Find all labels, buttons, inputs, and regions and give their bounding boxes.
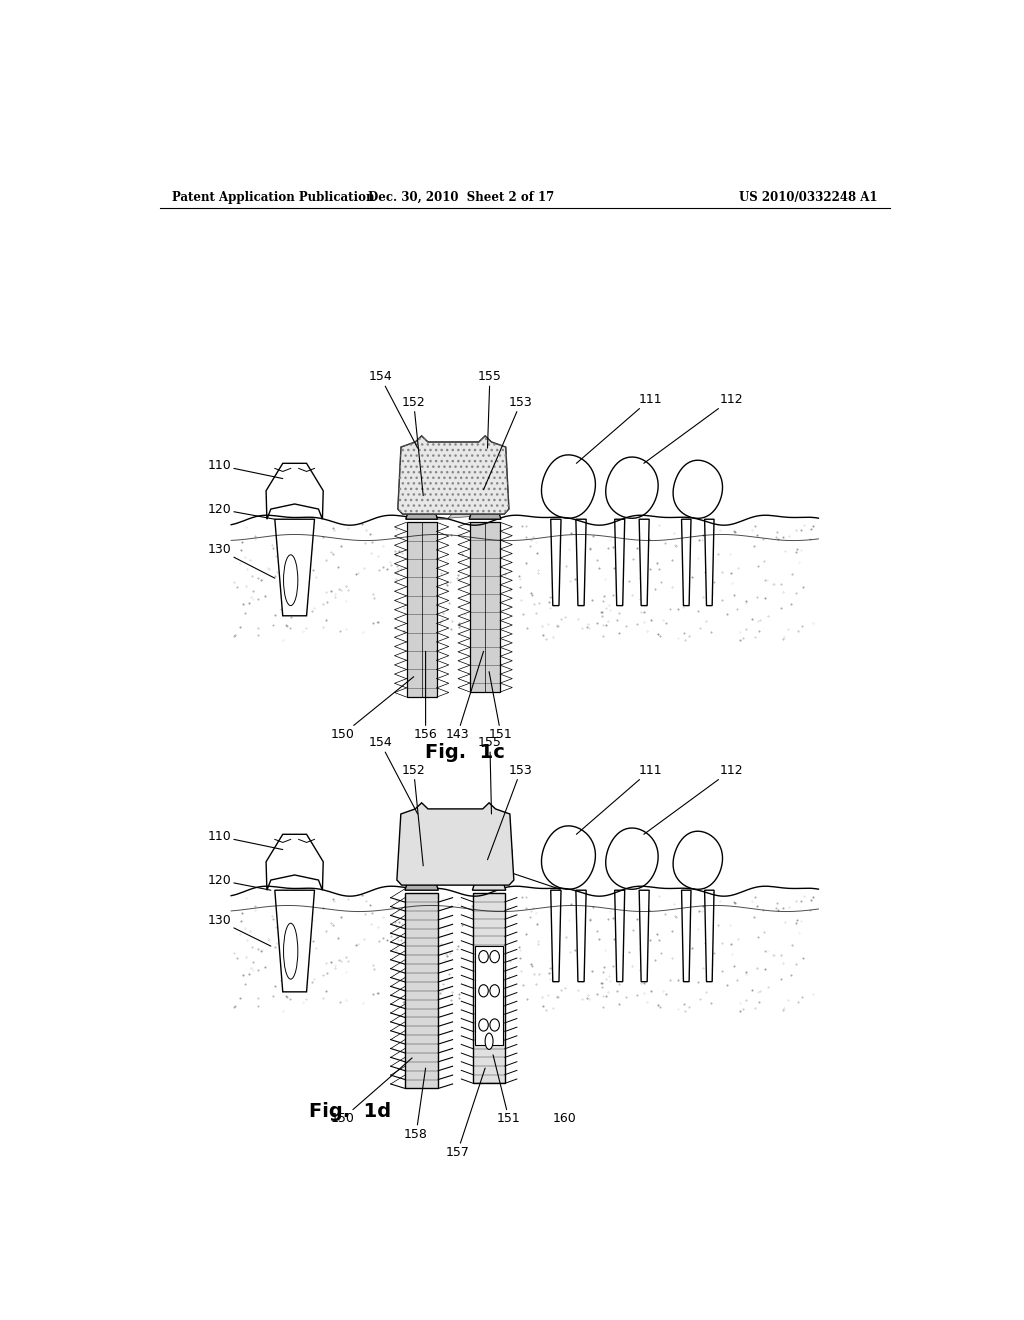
Ellipse shape (485, 1034, 494, 1049)
Text: 157: 157 (445, 1068, 485, 1159)
Text: 151: 151 (494, 1055, 521, 1126)
Text: 152: 152 (401, 764, 426, 866)
Text: 143: 143 (445, 651, 483, 742)
Polygon shape (606, 828, 658, 890)
Text: 111: 111 (577, 764, 662, 834)
Polygon shape (397, 436, 509, 515)
Text: Fig.  1d: Fig. 1d (309, 1102, 391, 1121)
Polygon shape (274, 890, 314, 991)
Text: 110: 110 (208, 830, 283, 850)
Text: 112: 112 (644, 764, 743, 834)
Text: Fig.  1c: Fig. 1c (425, 743, 505, 763)
Text: 153: 153 (483, 396, 532, 490)
Text: 158: 158 (404, 1068, 428, 1140)
Text: 120: 120 (208, 503, 274, 519)
Polygon shape (639, 519, 649, 606)
Bar (475, 946, 504, 1045)
Ellipse shape (284, 554, 298, 606)
Polygon shape (469, 461, 501, 519)
Bar (413, 466, 430, 492)
Polygon shape (551, 890, 561, 982)
Polygon shape (639, 890, 649, 982)
Text: 152: 152 (401, 396, 426, 495)
Polygon shape (705, 519, 714, 606)
Bar (413, 836, 431, 863)
Text: 155: 155 (478, 371, 502, 447)
Text: 150: 150 (331, 677, 414, 742)
Circle shape (479, 950, 488, 962)
Polygon shape (404, 829, 438, 890)
Polygon shape (434, 483, 503, 519)
Bar (480, 836, 499, 863)
Circle shape (489, 1019, 500, 1031)
Text: 130: 130 (208, 544, 274, 578)
Bar (476, 466, 494, 492)
Polygon shape (266, 834, 324, 890)
Text: 110: 110 (208, 459, 283, 479)
Text: 120: 120 (208, 874, 270, 890)
Polygon shape (397, 803, 514, 886)
Text: 112: 112 (644, 393, 743, 463)
Polygon shape (575, 890, 586, 982)
Text: 130: 130 (208, 915, 270, 946)
Polygon shape (606, 457, 658, 519)
Polygon shape (673, 832, 723, 890)
Circle shape (479, 1019, 488, 1031)
Circle shape (489, 950, 500, 962)
Polygon shape (542, 455, 595, 519)
Text: 154: 154 (369, 371, 418, 447)
Polygon shape (542, 826, 595, 890)
Circle shape (479, 985, 488, 997)
Polygon shape (682, 519, 691, 606)
Polygon shape (705, 890, 714, 982)
Text: US 2010/0332248 A1: US 2010/0332248 A1 (739, 190, 878, 203)
Polygon shape (266, 463, 324, 519)
Text: 150: 150 (331, 1057, 412, 1126)
Polygon shape (274, 519, 314, 615)
Text: Dec. 30, 2010  Sheet 2 of 17: Dec. 30, 2010 Sheet 2 of 17 (369, 190, 554, 203)
Bar (407, 523, 436, 697)
Text: 160: 160 (553, 1113, 577, 1126)
Text: 153: 153 (487, 764, 532, 859)
Bar (473, 894, 505, 1084)
Polygon shape (575, 519, 586, 606)
Text: 111: 111 (577, 393, 662, 463)
Polygon shape (472, 829, 506, 890)
Polygon shape (673, 461, 723, 519)
Polygon shape (614, 519, 625, 606)
Text: 154: 154 (369, 737, 418, 814)
Text: Patent Application Publication: Patent Application Publication (172, 190, 374, 203)
Polygon shape (682, 890, 691, 982)
Text: 156: 156 (414, 651, 437, 742)
Bar (470, 523, 500, 692)
Polygon shape (614, 890, 625, 982)
Polygon shape (479, 850, 512, 890)
Bar (404, 894, 438, 1089)
Polygon shape (551, 519, 561, 606)
Ellipse shape (284, 923, 298, 979)
Circle shape (489, 985, 500, 997)
Polygon shape (406, 461, 437, 519)
Text: 151: 151 (489, 672, 513, 742)
Text: 155: 155 (478, 737, 502, 814)
